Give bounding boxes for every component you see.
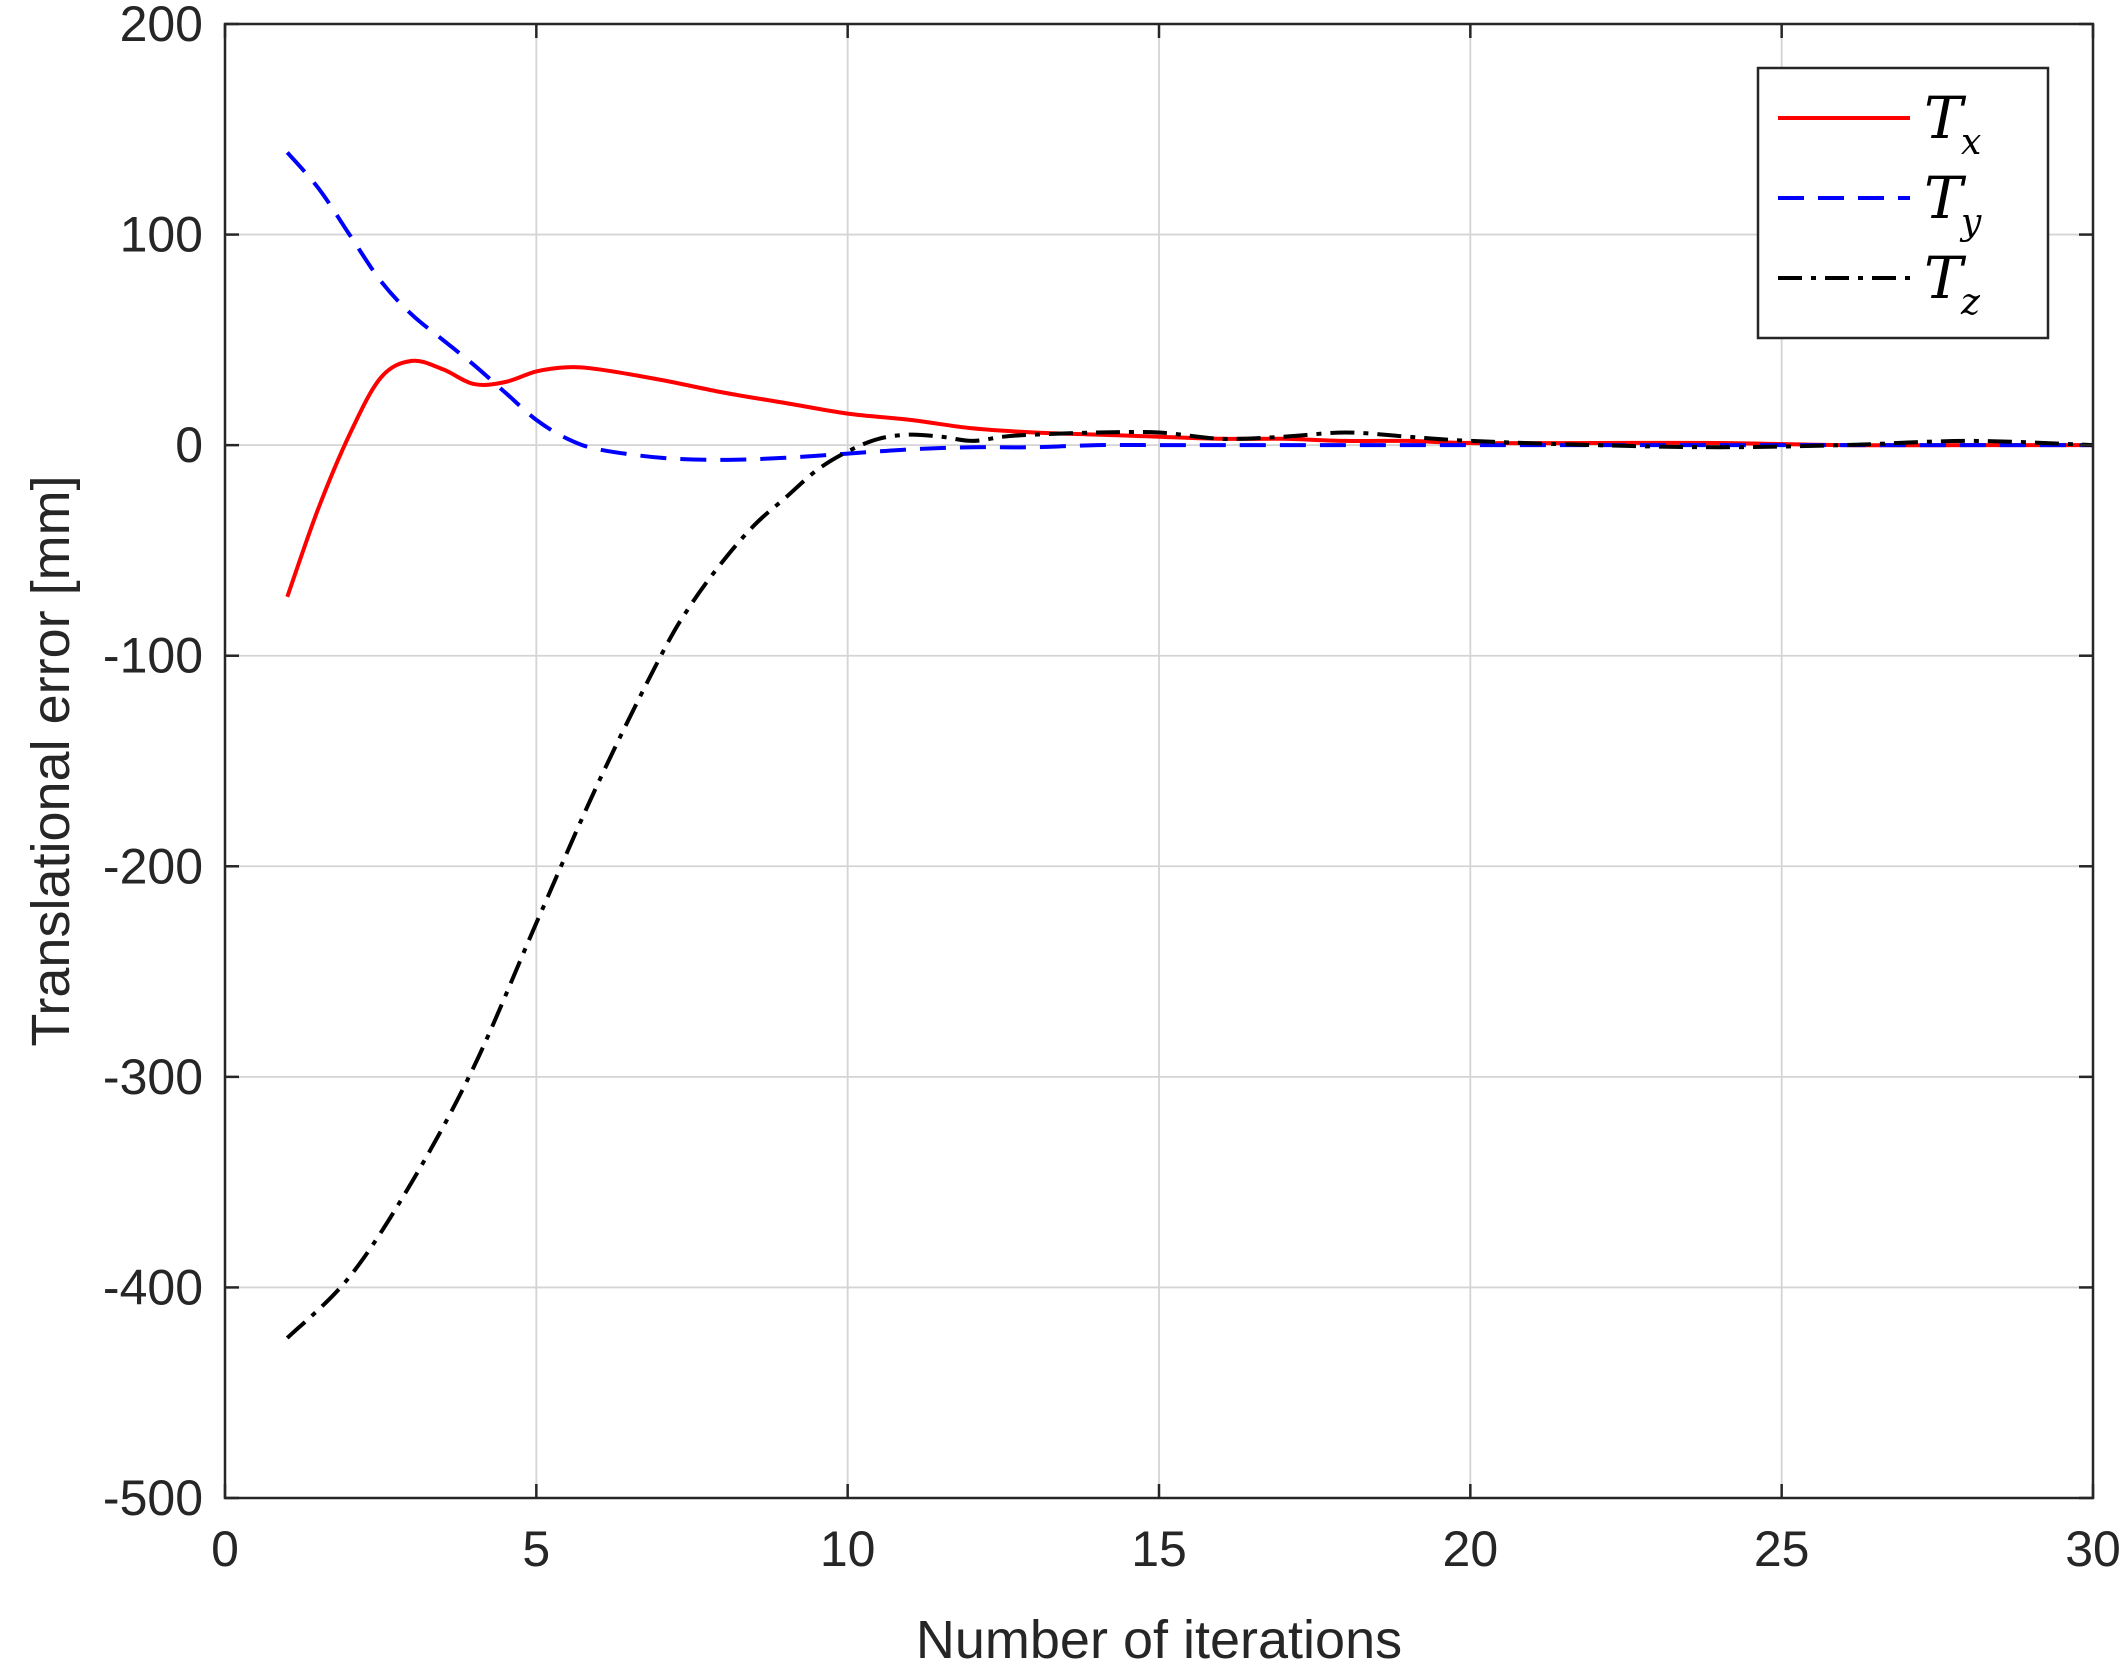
y-tick-label: 0 (175, 417, 203, 473)
x-tick-label: 0 (211, 1521, 239, 1577)
legend-subscript-tx: x (1961, 122, 1981, 163)
y-tick-label: -300 (103, 1049, 203, 1105)
x-tick-label: 25 (1754, 1521, 1810, 1577)
y-tick-label: -400 (103, 1259, 203, 1315)
legend-box (1756, 66, 2050, 340)
series-lines (285, 151, 2094, 1340)
legend-label-ty: T (1924, 164, 1967, 232)
y-tick-label: 100 (120, 207, 203, 263)
y-tick-label: 200 (120, 0, 203, 52)
y-tick-label: -500 (103, 1470, 203, 1526)
axis-ticks: 0 5 10 15 20 25 30 200 100 0 -100 -200 -300 -400 -500 (103, 0, 2121, 1577)
x-tick-label: 5 (522, 1521, 550, 1577)
x-tick-label: 15 (1131, 1521, 1187, 1577)
legend-subscript-ty: y (1959, 202, 1982, 243)
legend-label-tx: T (1924, 84, 1967, 152)
series-line-tx (285, 358, 2093, 598)
series-line-tz (285, 429, 2094, 1340)
y-tick-label: -200 (103, 838, 203, 894)
x-axis-label: Number of iterations (916, 1610, 1402, 1669)
x-tick-label: 20 (1443, 1521, 1499, 1577)
legend-subscript-tz: z (1960, 282, 1981, 323)
y-tick-label: -100 (103, 628, 203, 684)
x-tick-label: 10 (820, 1521, 876, 1577)
y-axis-label: Translational error [mm] (21, 475, 81, 1046)
x-tick-label: 30 (2065, 1521, 2121, 1577)
legend-label-tz: T (1924, 244, 1967, 312)
series-line-ty (285, 151, 2093, 462)
